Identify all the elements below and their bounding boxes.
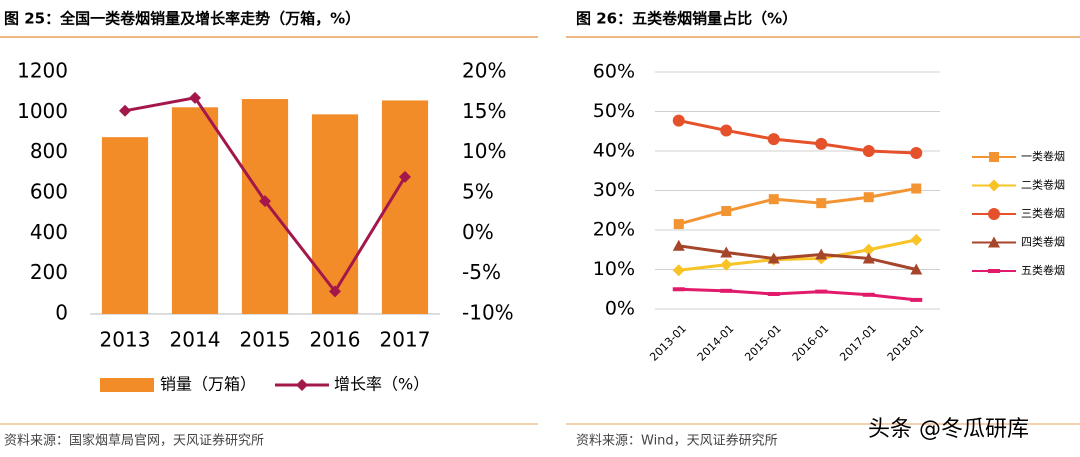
y-tick-label: 1200 — [17, 59, 68, 83]
point — [720, 124, 733, 137]
x-tick-label: 2018-01 — [885, 322, 927, 364]
y-tick-label: 60% — [593, 61, 635, 83]
legend-label: 三类卷烟 — [1021, 206, 1065, 220]
source: 资料来源：国家烟草局官网，天风证券研究所 — [4, 433, 264, 449]
point — [911, 183, 922, 194]
point — [720, 258, 733, 271]
bar — [101, 137, 149, 314]
point — [815, 289, 828, 294]
x-tick-label: 2015 — [240, 328, 291, 352]
point — [399, 170, 411, 183]
point — [768, 194, 779, 205]
x-tick-label: 2014-01 — [695, 322, 737, 364]
point — [988, 269, 1000, 273]
y-tick-label: 40% — [593, 140, 635, 162]
point — [296, 379, 308, 391]
x-tick-label: 2015-01 — [742, 322, 784, 364]
point — [767, 291, 780, 296]
y-tick-label: 800 — [30, 139, 68, 163]
x-tick-label: 2017-01 — [837, 322, 879, 364]
y-tick-label: 10% — [593, 258, 635, 280]
legend-swatch — [100, 378, 154, 392]
point — [863, 192, 874, 203]
y-tick-label: 0% — [605, 298, 635, 320]
y2-tick-label: -10% — [462, 301, 514, 325]
y-tick-label: 1000 — [17, 99, 68, 123]
legend-label: 二类卷烟 — [1021, 178, 1065, 192]
point — [988, 208, 1000, 220]
point — [862, 292, 875, 297]
point — [673, 219, 684, 230]
point — [767, 252, 780, 264]
bar — [311, 114, 359, 314]
legend-label: 四类卷烟 — [1021, 235, 1065, 249]
y2-tick-label: 20% — [462, 59, 506, 83]
point — [910, 146, 923, 159]
point — [988, 236, 1000, 248]
point — [672, 287, 685, 292]
y-tick-label: 200 — [30, 260, 68, 284]
legend-label: 五类卷烟 — [1021, 263, 1065, 277]
point — [988, 179, 1000, 192]
legend-label: 销量（万箱） — [160, 375, 256, 394]
point — [721, 206, 732, 217]
x-tick-label: 2013-01 — [647, 322, 689, 364]
x-tick-label: 2013 — [100, 328, 151, 352]
y-tick-label: 20% — [593, 219, 635, 241]
point — [672, 264, 685, 277]
point — [862, 145, 875, 157]
point — [720, 288, 733, 293]
chart-title: 图 25：全国一类卷烟销量及增长率走势（万箱，%） — [4, 10, 360, 28]
y-tick-label: 30% — [593, 179, 635, 201]
point — [329, 285, 341, 298]
line — [678, 119, 917, 155]
legend-label: 一类卷烟 — [1021, 149, 1065, 163]
y-tick-label: 600 — [30, 180, 68, 204]
line — [678, 187, 917, 226]
x-tick-label: 2014 — [170, 328, 221, 352]
source: 资料来源：Wind，天风证券研究所 — [576, 433, 778, 449]
y2-tick-label: -5% — [462, 260, 501, 284]
point — [910, 263, 923, 275]
y-tick-label: 0 — [55, 301, 68, 325]
bar — [381, 100, 429, 314]
line — [678, 287, 917, 302]
point — [910, 233, 923, 246]
y-tick-label: 400 — [30, 220, 68, 244]
y2-tick-label: 0% — [462, 220, 494, 244]
point — [767, 133, 780, 146]
x-tick-label: 2016 — [310, 328, 361, 352]
bar — [171, 107, 219, 315]
point — [189, 91, 201, 104]
point — [816, 198, 827, 209]
point — [672, 114, 685, 127]
line — [678, 244, 917, 271]
y-tick-label: 50% — [593, 100, 635, 122]
y2-tick-label: 15% — [462, 99, 506, 123]
point — [815, 248, 828, 260]
point — [815, 137, 828, 150]
point — [720, 246, 733, 258]
point — [119, 104, 131, 117]
y2-tick-label: 5% — [462, 180, 494, 204]
point — [910, 297, 923, 302]
x-tick-label: 2017 — [380, 328, 431, 352]
y2-tick-label: 10% — [462, 139, 506, 163]
chart-title: 图 26：五类卷烟销量占比（%） — [576, 10, 797, 28]
point — [862, 252, 875, 264]
legend-label: 增长率（%） — [334, 375, 429, 394]
line — [678, 238, 917, 272]
point — [672, 239, 685, 251]
point — [259, 195, 271, 208]
watermark: 头条 @冬瓜研库 — [868, 417, 1029, 442]
point — [989, 152, 999, 162]
x-tick-label: 2016-01 — [790, 322, 832, 364]
point — [862, 243, 875, 256]
